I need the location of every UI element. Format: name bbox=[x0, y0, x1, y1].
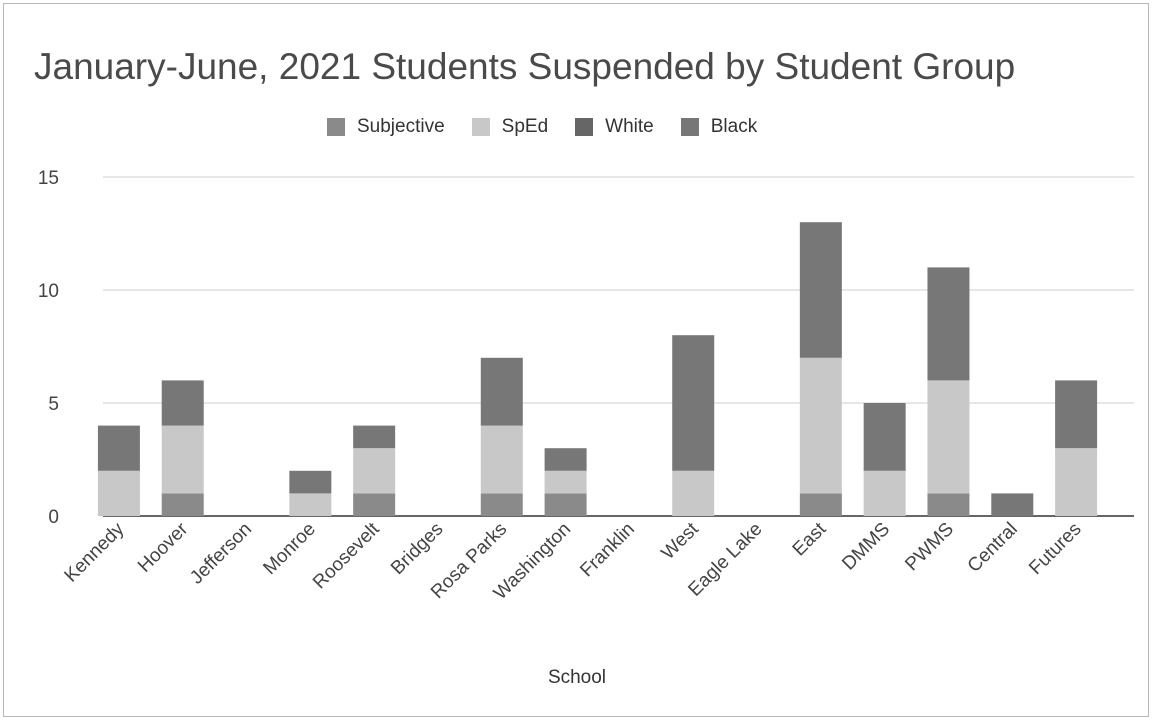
bar-segment bbox=[799, 222, 842, 358]
bar-segment bbox=[991, 493, 1034, 516]
x-tick-label: PWMS bbox=[901, 519, 958, 576]
chart-legend: Subjective SpEd White Black bbox=[327, 116, 784, 138]
bar-segment bbox=[544, 470, 587, 494]
bar-segment bbox=[480, 425, 523, 494]
bar-segment bbox=[799, 493, 842, 516]
legend-swatch bbox=[680, 118, 699, 136]
legend-swatch bbox=[471, 118, 490, 136]
legend-item: SpEd bbox=[471, 116, 549, 138]
chart-title: January-June, 2021 Students Suspended by… bbox=[34, 46, 1016, 87]
x-tick-label: East bbox=[789, 518, 831, 560]
bar-segment bbox=[1055, 448, 1098, 516]
bar-segment bbox=[353, 425, 396, 449]
bar-segment bbox=[353, 493, 396, 516]
x-tick-label: Kennedy bbox=[61, 518, 129, 586]
bar-segment bbox=[161, 493, 204, 516]
x-tick-label: Futures bbox=[1025, 519, 1085, 579]
x-tick-label: Jefferson bbox=[186, 519, 256, 589]
y-tick-label: 0 bbox=[48, 507, 59, 528]
legend-item: Black bbox=[680, 116, 758, 138]
bar-segment bbox=[480, 357, 523, 426]
bar-segment bbox=[927, 380, 970, 494]
bar-segment bbox=[97, 425, 140, 471]
bar-segment bbox=[289, 470, 332, 494]
x-axis-title: School bbox=[547, 667, 607, 688]
bar-segment bbox=[97, 470, 140, 516]
bar-segment bbox=[480, 493, 523, 516]
legend-swatch bbox=[327, 118, 345, 136]
y-tick-label: 10 bbox=[38, 281, 59, 302]
bar-segment bbox=[544, 493, 587, 516]
legend-item: Subjective bbox=[327, 116, 445, 138]
bar-segment bbox=[544, 448, 587, 471]
x-tick-label: Monroe bbox=[259, 519, 319, 579]
bar-segment bbox=[863, 470, 906, 516]
legend-swatch bbox=[575, 118, 594, 136]
y-tick-label: 5 bbox=[48, 394, 59, 415]
bar-segment bbox=[672, 335, 715, 471]
legend-label: Black bbox=[710, 116, 758, 137]
bar-segment bbox=[799, 357, 842, 494]
x-tick-label: Franklin bbox=[576, 519, 639, 582]
bar-segment bbox=[672, 470, 715, 516]
bar-segment bbox=[289, 493, 332, 516]
bar-segment bbox=[161, 380, 204, 426]
x-tick-label: DMMS bbox=[838, 519, 894, 575]
x-tick-label: Hoover bbox=[134, 518, 193, 577]
bar-segment bbox=[927, 267, 970, 381]
x-tick-label: Central bbox=[964, 519, 1022, 577]
bar-segment bbox=[353, 448, 396, 494]
bar-segment bbox=[161, 425, 204, 494]
bar-segment bbox=[927, 493, 970, 516]
legend-label: SpEd bbox=[501, 116, 549, 137]
bar-segment bbox=[1055, 380, 1098, 449]
x-tick-label: Bridges bbox=[387, 519, 447, 579]
y-tick-label: 15 bbox=[38, 168, 59, 189]
bar-segment bbox=[863, 403, 906, 471]
x-tick-label: West bbox=[658, 518, 704, 564]
x-tick-label: Roosevelt bbox=[309, 518, 384, 593]
legend-label: Subjective bbox=[357, 116, 445, 137]
legend-label: White bbox=[605, 116, 654, 137]
legend-item: White bbox=[575, 116, 654, 138]
